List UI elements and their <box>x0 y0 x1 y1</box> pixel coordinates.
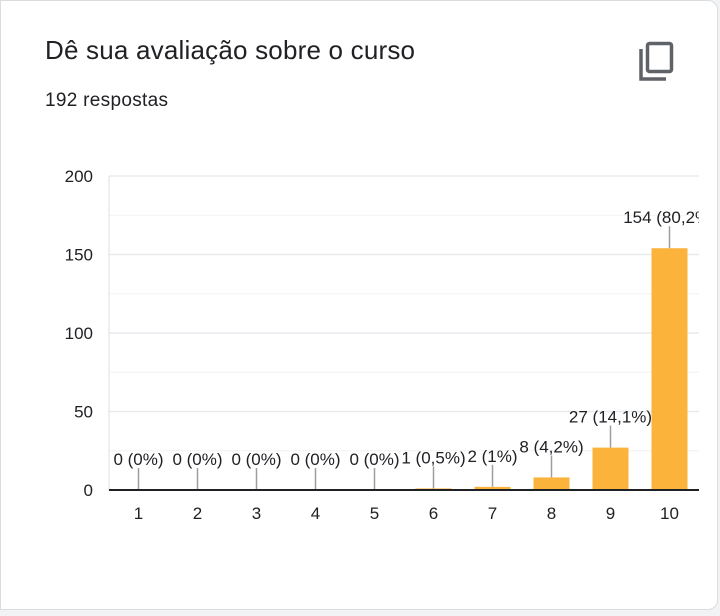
bar <box>651 248 688 490</box>
x-tick-label: 5 <box>370 504 379 523</box>
bar <box>474 486 511 490</box>
x-tick-label: 8 <box>547 504 556 523</box>
y-tick-label: 150 <box>65 246 93 265</box>
x-tick-label: 2 <box>193 504 202 523</box>
x-tick-label: 10 <box>660 504 679 523</box>
copy-chart-button[interactable] <box>633 35 681 83</box>
data-label: 0 (0%) <box>290 450 340 469</box>
data-label: 27 (14,1%) <box>569 408 652 427</box>
x-tick-label: 7 <box>488 504 497 523</box>
x-tick-label: 4 <box>311 504 320 523</box>
data-label: 8 (4,2%) <box>519 437 583 456</box>
x-tick-label: 1 <box>134 504 143 523</box>
y-tick-label: 50 <box>74 403 93 422</box>
y-tick-label: 0 <box>84 481 93 500</box>
x-tick-label: 6 <box>429 504 438 523</box>
x-tick-label: 3 <box>252 504 261 523</box>
y-tick-label: 100 <box>65 324 93 343</box>
data-label: 0 (0%) <box>231 450 281 469</box>
bar <box>592 447 629 490</box>
response-count: 192 respostas <box>45 90 169 111</box>
data-label: 1 (0,5%) <box>401 448 465 467</box>
bar <box>533 477 570 490</box>
x-tick-label: 9 <box>606 504 615 523</box>
data-label: 0 (0%) <box>349 450 399 469</box>
y-tick-label: 200 <box>65 167 93 186</box>
data-label: 2 (1%) <box>467 447 517 466</box>
copy-icon <box>639 41 674 81</box>
data-label: 154 (80,2%) <box>623 208 716 227</box>
data-label: 0 (0%) <box>113 450 163 469</box>
data-label: 0 (0%) <box>172 450 222 469</box>
question-title: Dê sua avaliação sobre o curso <box>45 35 416 65</box>
